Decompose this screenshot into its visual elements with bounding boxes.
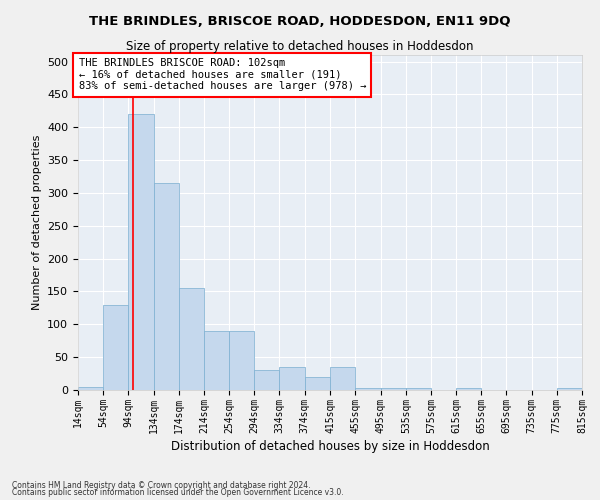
Text: Contains HM Land Registry data © Crown copyright and database right 2024.: Contains HM Land Registry data © Crown c… xyxy=(12,480,311,490)
Bar xyxy=(229,331,254,390)
Bar xyxy=(280,367,305,390)
Text: THE BRINDLES, BRISCOE ROAD, HODDESDON, EN11 9DQ: THE BRINDLES, BRISCOE ROAD, HODDESDON, E… xyxy=(89,15,511,28)
Bar xyxy=(406,388,431,390)
Text: Size of property relative to detached houses in Hoddesdon: Size of property relative to detached ho… xyxy=(126,40,474,53)
Bar xyxy=(154,183,179,390)
Bar xyxy=(331,367,355,390)
Bar xyxy=(456,388,481,390)
Text: THE BRINDLES BRISCOE ROAD: 102sqm
← 16% of detached houses are smaller (191)
83%: THE BRINDLES BRISCOE ROAD: 102sqm ← 16% … xyxy=(79,58,366,92)
Bar xyxy=(128,114,154,390)
Bar xyxy=(204,331,229,390)
Bar xyxy=(78,386,103,390)
Bar xyxy=(305,377,329,390)
Y-axis label: Number of detached properties: Number of detached properties xyxy=(32,135,41,310)
Bar xyxy=(103,304,128,390)
Bar xyxy=(380,388,406,390)
Bar xyxy=(254,370,280,390)
Bar xyxy=(355,388,380,390)
X-axis label: Distribution of detached houses by size in Hoddesdon: Distribution of detached houses by size … xyxy=(170,440,490,453)
Bar xyxy=(179,288,204,390)
Text: Contains public sector information licensed under the Open Government Licence v3: Contains public sector information licen… xyxy=(12,488,344,497)
Bar xyxy=(557,388,582,390)
